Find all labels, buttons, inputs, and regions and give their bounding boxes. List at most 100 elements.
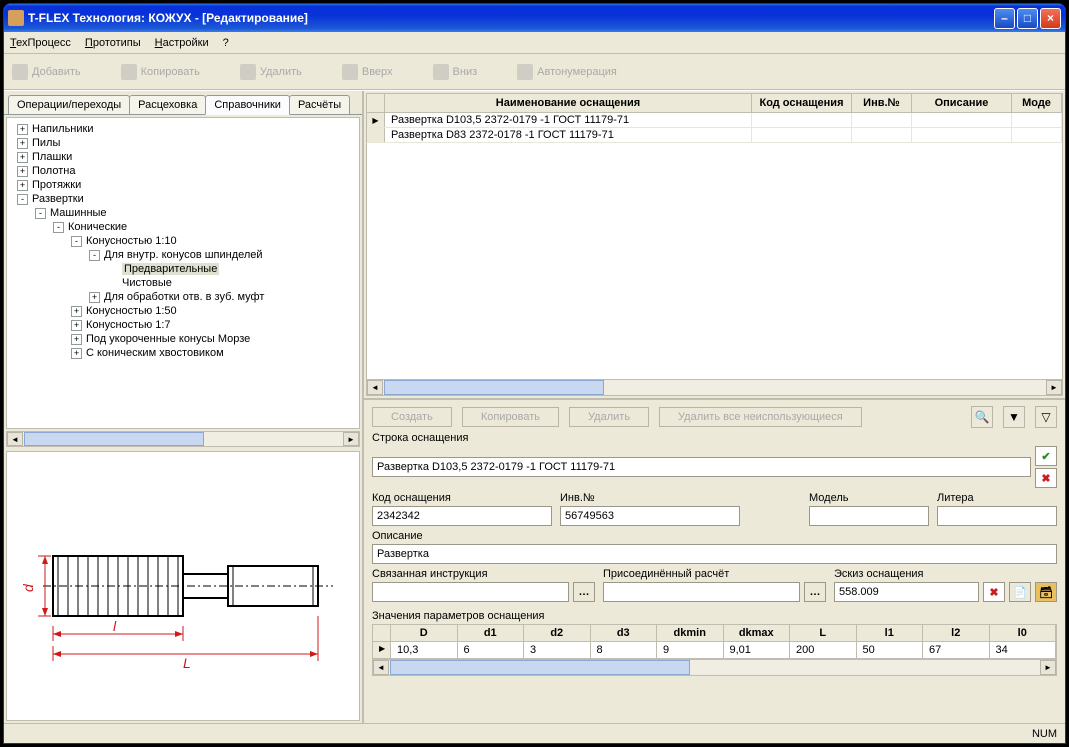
expand-icon[interactable]: + <box>17 124 28 135</box>
cell-mod[interactable] <box>1012 113 1062 127</box>
tree-label[interactable]: Для внутр. конусов шпинделей <box>104 249 263 261</box>
accept-button[interactable]: ✔ <box>1035 446 1057 466</box>
scroll-left-icon[interactable]: ◄ <box>7 432 23 446</box>
cell-name[interactable]: Развертка D103,5 2372-0179 -1 ГОСТ 11179… <box>385 113 752 127</box>
tree-item[interactable]: Предварительные <box>9 262 357 276</box>
table-row[interactable]: ▶Развертка D103,5 2372-0179 -1 ГОСТ 1117… <box>367 113 1062 128</box>
grid-col-name[interactable]: Наименование оснащения <box>385 94 752 112</box>
scroll-left-icon[interactable]: ◄ <box>367 380 383 395</box>
param-col[interactable]: dkmin <box>657 625 724 642</box>
tab-calc[interactable]: Расчёты <box>289 95 350 114</box>
param-cell[interactable]: 6 <box>458 642 525 659</box>
filter-clear-icon[interactable]: ▽ <box>1035 406 1057 428</box>
tree-item[interactable]: + Полотна <box>9 164 357 178</box>
expand-icon[interactable]: + <box>71 306 82 317</box>
model-input[interactable] <box>809 506 929 526</box>
cell-mod[interactable] <box>1012 128 1062 142</box>
scroll-thumb[interactable] <box>24 432 204 446</box>
raschet-input[interactable] <box>603 582 800 602</box>
tree-label[interactable]: Протяжки <box>32 179 81 191</box>
cell-name[interactable]: Развертка D83 2372-0178 -1 ГОСТ 11179-71 <box>385 128 752 142</box>
grid-col-code[interactable]: Код оснащения <box>752 94 852 112</box>
grid-col-inv[interactable]: Инв.№ <box>852 94 912 112</box>
tree-item[interactable]: + Напильники <box>9 122 357 136</box>
cell-inv[interactable] <box>852 128 912 142</box>
tree-view[interactable]: +Напильники+Пилы+Плашки+Полотна+Протяжки… <box>6 117 360 429</box>
stroka-input[interactable] <box>372 457 1031 477</box>
tab-operations[interactable]: Операции/переходы <box>8 95 130 114</box>
tree-label[interactable]: Предварительные <box>122 263 219 275</box>
instr-input[interactable] <box>372 582 569 602</box>
param-cell[interactable]: 200 <box>790 642 857 659</box>
eskiz-open-button[interactable]: 📄 <box>1009 582 1031 602</box>
tree-label[interactable]: Чистовые <box>122 277 172 289</box>
tree-label[interactable]: Полотна <box>32 165 75 177</box>
expand-icon[interactable]: + <box>17 166 28 177</box>
collapse-icon[interactable]: - <box>17 194 28 205</box>
param-col[interactable]: l1 <box>857 625 924 642</box>
cell-code[interactable] <box>752 113 852 127</box>
grid-col-desc[interactable]: Описание <box>912 94 1012 112</box>
tree-item[interactable]: -Конические <box>9 220 357 234</box>
tool-autonum[interactable]: Автонумерация <box>517 64 617 80</box>
menu-help[interactable]: ? <box>223 37 229 49</box>
tree-hscroll[interactable]: ◄ ► <box>6 431 360 447</box>
eskiz-db-button[interactable]: 🗃 <box>1035 582 1057 602</box>
delete-button[interactable]: Удалить <box>569 407 649 427</box>
tree-label[interactable]: Под укороченные конусы Морзе <box>86 333 250 345</box>
tree-item[interactable]: + Конусностью 1:7 <box>9 318 357 332</box>
titlebar[interactable]: T-FLEX Технология: КОЖУХ - [Редактирован… <box>4 4 1065 32</box>
tree-item[interactable]: Чистовые <box>9 276 357 290</box>
param-col[interactable]: d3 <box>591 625 658 642</box>
param-cell[interactable]: 8 <box>591 642 658 659</box>
grid-col-mod[interactable]: Моде <box>1012 94 1062 112</box>
eskiz-delete-button[interactable]: ✖ <box>983 582 1005 602</box>
tree-item[interactable]: + С коническим хвостовиком <box>9 346 357 360</box>
menu-prototypes[interactable]: Прототипы <box>85 37 141 49</box>
tree-item[interactable]: -Машинные <box>9 206 357 220</box>
copy-button[interactable]: Копировать <box>462 407 559 427</box>
tree-item[interactable]: + Протяжки <box>9 178 357 192</box>
expand-icon[interactable]: + <box>71 320 82 331</box>
filter-icon[interactable]: ▼ <box>1003 406 1025 428</box>
raschet-browse-button[interactable]: … <box>804 582 826 602</box>
maximize-button[interactable]: □ <box>1017 8 1038 29</box>
cell-desc[interactable] <box>912 128 1012 142</box>
param-cell[interactable]: 67 <box>923 642 990 659</box>
tree-label[interactable]: Плашки <box>32 151 72 163</box>
tree-label[interactable]: Конусностью 1:7 <box>86 319 171 331</box>
scroll-right-icon[interactable]: ► <box>1046 380 1062 395</box>
param-cell[interactable]: 50 <box>857 642 924 659</box>
expand-icon[interactable]: + <box>17 152 28 163</box>
cancel-button[interactable]: ✖ <box>1035 468 1057 488</box>
param-col[interactable]: l2 <box>923 625 990 642</box>
scroll-right-icon[interactable]: ► <box>343 432 359 446</box>
table-row[interactable]: Развертка D83 2372-0178 -1 ГОСТ 11179-71 <box>367 128 1062 143</box>
grid-hscroll[interactable]: ◄ ► <box>367 379 1062 395</box>
tree-item[interactable]: -Развертки <box>9 192 357 206</box>
tree-label[interactable]: С коническим хвостовиком <box>86 347 224 359</box>
cell-inv[interactable] <box>852 113 912 127</box>
collapse-icon[interactable]: - <box>53 222 64 233</box>
param-col[interactable]: L <box>790 625 857 642</box>
tool-down[interactable]: Вниз <box>433 64 478 80</box>
tree-item[interactable]: +Пилы <box>9 136 357 150</box>
scroll-left-icon[interactable]: ◄ <box>373 660 389 675</box>
menu-settings[interactable]: Настройки <box>155 37 209 49</box>
collapse-icon[interactable]: - <box>35 208 46 219</box>
cell-code[interactable] <box>752 128 852 142</box>
search-icon[interactable]: 🔍 <box>971 406 993 428</box>
minimize-button[interactable]: – <box>994 8 1015 29</box>
expand-icon[interactable]: + <box>17 180 28 191</box>
scroll-track[interactable] <box>605 380 1046 395</box>
close-button[interactable]: × <box>1040 8 1061 29</box>
tree-item[interactable]: -Конусностью 1:10 <box>9 234 357 248</box>
opis-input[interactable] <box>372 544 1057 564</box>
tree-label[interactable]: Напильники <box>32 123 94 135</box>
expand-icon[interactable]: + <box>71 348 82 359</box>
tree-label[interactable]: Конусностью 1:50 <box>86 305 177 317</box>
inv-input[interactable] <box>560 506 740 526</box>
create-button[interactable]: Создать <box>372 407 452 427</box>
menu-techprocess[interactable]: ТехПроцесс <box>10 37 71 49</box>
tab-references[interactable]: Справочники <box>205 95 290 115</box>
